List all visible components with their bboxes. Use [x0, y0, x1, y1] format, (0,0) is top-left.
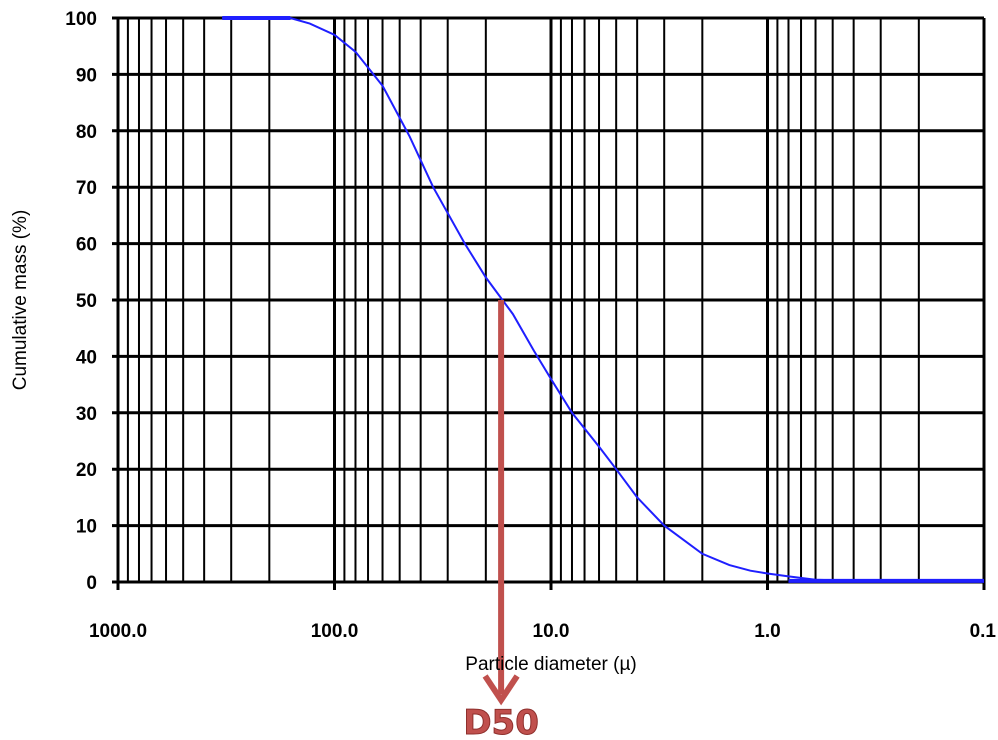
- x-tick-label: 100.0: [311, 621, 359, 642]
- y-tick-label: 60: [76, 235, 97, 256]
- d50-annotation: D50: [463, 300, 539, 740]
- x-tick-label: 10.0: [533, 621, 570, 642]
- y-tick-label: 0: [86, 573, 97, 594]
- grid-lines: [112, 16, 986, 590]
- x-tick-label: 1.0: [754, 621, 780, 642]
- y-tick-label: 100: [65, 9, 97, 30]
- y-tick-label: 70: [76, 178, 97, 199]
- y-tick-label: 80: [76, 122, 97, 143]
- y-axis-label: Cumulative mass (%): [10, 210, 31, 391]
- x-tick-label: 1000.0: [89, 621, 147, 642]
- series-layer: [222, 16, 984, 583]
- tick-labels: 0 10 20 30 40 50 60 70 80 90 100 1000.0 100.0 10.0 1.0…: [65, 9, 996, 642]
- x-tick-label: 0.1: [970, 621, 997, 642]
- y-tick-label: 10: [76, 517, 97, 538]
- data-series-line: [222, 17, 984, 582]
- d50-label: D50: [463, 703, 539, 740]
- d50-arrow-head: [482, 674, 520, 706]
- y-tick-label: 30: [76, 404, 97, 425]
- y-tick-label: 90: [76, 65, 97, 86]
- x-axis-label: Particle diameter (µ): [465, 654, 636, 675]
- y-tick-label: 40: [76, 347, 97, 368]
- y-tick-label: 50: [76, 291, 97, 312]
- y-tick-label: 20: [76, 460, 97, 481]
